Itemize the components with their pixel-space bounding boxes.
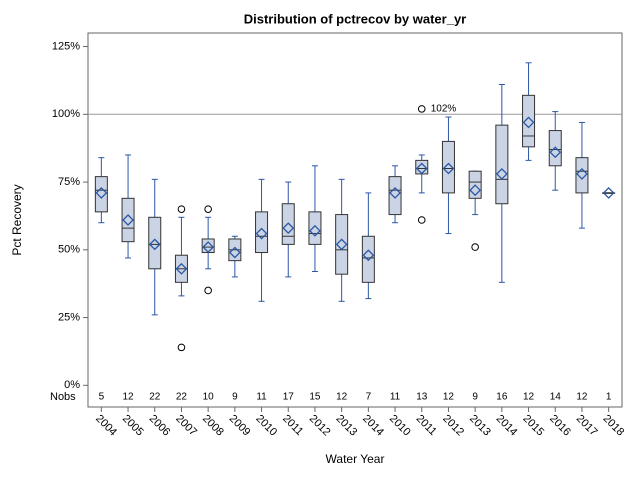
nobs-value: 1	[606, 392, 612, 403]
mean-marker	[309, 224, 321, 237]
mean-marker	[255, 227, 268, 240]
nobs-value: 12	[122, 392, 134, 403]
nobs-value: 22	[176, 392, 188, 403]
mean-marker	[282, 222, 295, 235]
box	[121, 197, 135, 243]
box	[255, 211, 269, 254]
mean-marker	[122, 214, 134, 226]
nobs-value: 10	[203, 392, 215, 403]
nobs-value: 12	[336, 392, 348, 403]
mean-marker	[442, 162, 455, 175]
mean-marker	[469, 184, 482, 197]
mean-marker	[95, 186, 108, 199]
y-tick-label: 100%	[52, 108, 80, 120]
nobs-value: 17	[283, 392, 295, 403]
outlier	[471, 243, 479, 251]
box	[94, 176, 108, 213]
box	[495, 124, 509, 205]
box	[148, 216, 162, 270]
outlier-label: 102%	[431, 104, 457, 115]
mean-marker	[148, 238, 161, 251]
nobs-value: 7	[366, 392, 372, 403]
box	[441, 140, 455, 194]
nobs-value: 14	[550, 392, 562, 403]
mean-marker	[202, 241, 215, 254]
nobs-label: Nobs	[50, 391, 76, 403]
box	[308, 211, 322, 245]
mean-marker	[335, 238, 348, 251]
mean-marker	[549, 146, 562, 159]
nobs-value: 22	[149, 392, 161, 403]
mean-marker	[602, 186, 615, 199]
box	[281, 203, 295, 245]
nobs-value: 15	[309, 392, 321, 403]
y-tick-label: 50%	[58, 244, 80, 256]
nobs-value: 5	[99, 392, 105, 403]
nobs-value: 11	[256, 392, 267, 403]
y-tick-label: 75%	[58, 176, 80, 188]
y-axis-label: Pct Recovery	[10, 184, 24, 255]
x-axis-label: Water Year	[326, 452, 385, 466]
nobs-value: 12	[576, 392, 588, 403]
mean-marker	[389, 186, 401, 199]
mean-marker	[415, 162, 428, 175]
mean-marker	[175, 262, 188, 275]
box	[335, 214, 349, 275]
y-tick-label: 25%	[58, 311, 80, 323]
outlier	[177, 205, 186, 213]
outlier	[204, 286, 212, 295]
outlier	[177, 343, 186, 352]
box	[575, 157, 589, 194]
nobs-value: 9	[472, 392, 478, 403]
nobs-value: 9	[232, 392, 238, 403]
nobs-value: 12	[443, 392, 455, 403]
mean-marker	[228, 246, 241, 259]
y-tick-label: 125%	[52, 40, 80, 52]
outlier	[204, 205, 212, 213]
outlier	[417, 216, 426, 224]
box	[522, 94, 536, 148]
box	[388, 176, 402, 216]
plot-frame	[87, 32, 623, 408]
y-tick-label: 0%	[64, 379, 80, 391]
nobs-value: 11	[390, 392, 401, 403]
mean-marker	[495, 168, 508, 180]
mean-marker	[362, 249, 375, 262]
box	[548, 130, 562, 167]
outlier	[417, 105, 426, 113]
nobs-value: 13	[416, 392, 428, 403]
mean-marker	[522, 116, 535, 129]
mean-marker	[576, 168, 588, 180]
nobs-value: 12	[523, 392, 535, 403]
nobs-value: 16	[496, 392, 508, 403]
chart-title: Distribution of pctrecov by water_yr	[244, 11, 467, 26]
box	[361, 235, 375, 283]
